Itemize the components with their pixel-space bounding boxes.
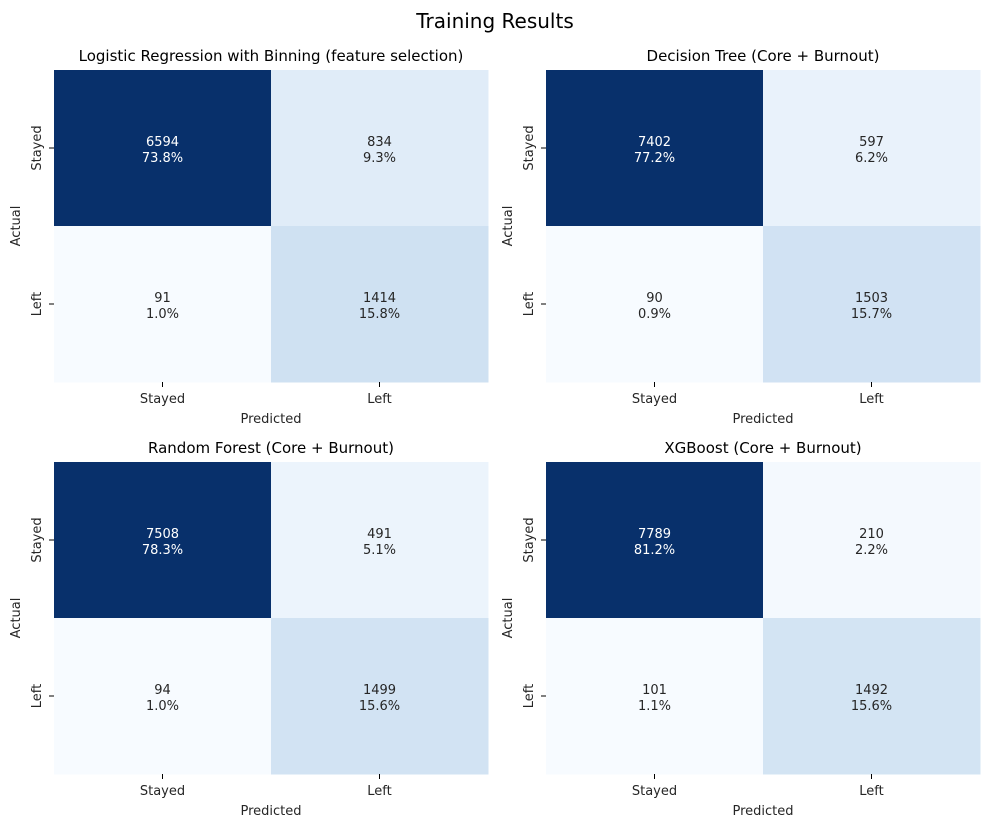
cell-label: 91 1.0% <box>146 291 179 322</box>
heatmap-cell <box>271 226 489 383</box>
cell-label: 6594 73.8% <box>142 135 183 166</box>
heatmap-cell <box>54 462 272 619</box>
x-axis-label: Predicted <box>732 412 793 427</box>
heatmap-cell <box>54 226 272 383</box>
y-tick-label: Stayed <box>30 517 45 562</box>
confusion-matrix-2: 7402 77.2% 597 6.2% 90 0.9% 1503 15.7% Decision … <box>501 47 981 427</box>
chart-title: Decision Tree (Core + Burnout) <box>647 47 880 65</box>
cell-label: 597 6.2% <box>855 135 888 166</box>
x-tick-label: Stayed <box>632 392 677 407</box>
y-tick-label: Left <box>522 684 537 708</box>
x-tick-label: Stayed <box>632 784 677 799</box>
heatmap-cell <box>546 618 764 775</box>
confusion-matrix-3: 7508 78.3% 491 5.1% 94 1.0% 1499 15.6% Random Fo… <box>9 439 489 819</box>
heatmap-cell <box>763 462 981 619</box>
x-tick-label: Stayed <box>140 392 185 407</box>
chart-title: Logistic Regression with Binning (featur… <box>79 47 464 65</box>
heatmap-cell <box>763 70 981 227</box>
y-axis-label: Actual <box>501 598 516 639</box>
y-tick-label: Stayed <box>522 125 537 170</box>
cell-label: 94 1.0% <box>146 683 179 714</box>
x-axis-label: Predicted <box>732 804 793 819</box>
heatmap-cell <box>546 70 764 227</box>
chart-title: Random Forest (Core + Burnout) <box>148 439 394 457</box>
y-axis-label: Actual <box>9 598 24 639</box>
heatmap-cell <box>271 462 489 619</box>
heatmap-cell <box>546 462 764 619</box>
confusion-matrix-1: 6594 73.8% 834 9.3% 91 1.0% 1414 15.8% Logistic … <box>9 47 489 427</box>
cell-label: 101 1.1% <box>638 683 671 714</box>
heatmap-cell <box>763 226 981 383</box>
cell-label: 834 9.3% <box>363 135 396 166</box>
chart-title: XGBoost (Core + Burnout) <box>664 439 861 457</box>
cell-label: 90 0.9% <box>638 291 671 322</box>
y-tick-label: Stayed <box>522 517 537 562</box>
cell-label: 1414 15.8% <box>359 291 400 322</box>
x-tick-label: Left <box>367 392 391 407</box>
y-tick-label: Stayed <box>30 125 45 170</box>
cell-label: 1499 15.6% <box>359 683 400 714</box>
heatmap-cell <box>763 618 981 775</box>
cell-label: 7402 77.2% <box>634 135 675 166</box>
x-tick-label: Stayed <box>140 784 185 799</box>
cell-label: 7508 78.3% <box>142 527 183 558</box>
confusion-matrix-4: 7789 81.2% 210 2.2% 101 1.1% 1492 15.6% XGBoost … <box>501 439 981 819</box>
cell-label: 1492 15.6% <box>851 683 892 714</box>
x-axis-label: Predicted <box>240 804 301 819</box>
cell-label: 7789 81.2% <box>634 527 675 558</box>
cell-label: 491 5.1% <box>363 527 396 558</box>
x-tick-label: Left <box>367 784 391 799</box>
y-axis-label: Actual <box>501 206 516 247</box>
heatmap-cell <box>271 618 489 775</box>
heatmap-cell <box>54 70 272 227</box>
heatmap-cell <box>271 70 489 227</box>
y-axis-label: Actual <box>9 206 24 247</box>
heatmap-cell <box>546 226 764 383</box>
x-axis-label: Predicted <box>240 412 301 427</box>
cell-label: 210 2.2% <box>855 527 888 558</box>
y-tick-label: Left <box>30 292 45 316</box>
heatmap-cell <box>54 618 272 775</box>
x-tick-label: Left <box>859 784 883 799</box>
y-tick-label: Left <box>30 684 45 708</box>
x-tick-label: Left <box>859 392 883 407</box>
cell-label: 1503 15.7% <box>851 291 892 322</box>
figure-title: Training Results <box>415 9 574 33</box>
y-tick-label: Left <box>522 292 537 316</box>
